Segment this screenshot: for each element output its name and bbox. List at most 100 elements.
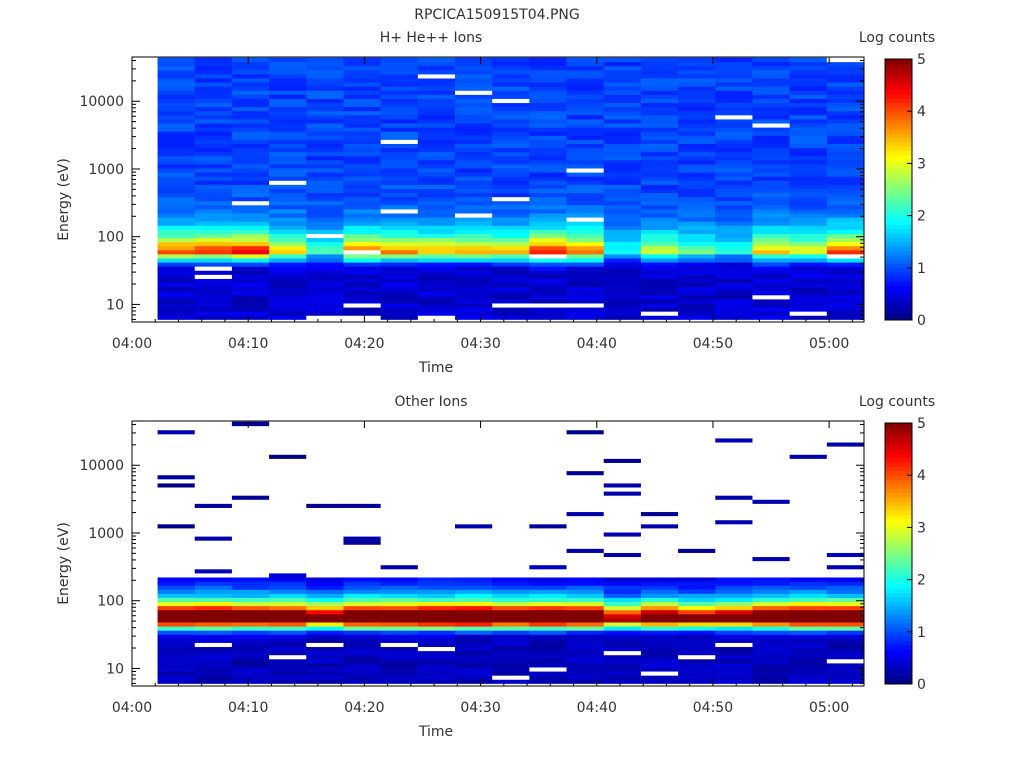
heatmap-cell <box>380 245 419 251</box>
heatmap-cell <box>269 556 307 562</box>
heatmap-cell <box>678 127 716 132</box>
heatmap-cell <box>269 667 307 672</box>
colorbar-swatch <box>885 132 912 138</box>
heatmap-cell <box>529 258 567 263</box>
heatmap-cell <box>603 658 642 664</box>
heatmap-cell <box>640 229 679 234</box>
heatmap-cell <box>752 315 791 320</box>
heatmap-cell <box>455 462 493 468</box>
x-tick-label: 04:10 <box>228 700 268 716</box>
heatmap-cell <box>715 241 753 247</box>
heatmap-cell <box>752 450 791 455</box>
colorbar-swatch <box>885 163 912 169</box>
heatmap-cell <box>157 200 196 206</box>
heatmap-cell <box>566 654 605 660</box>
heatmap-cell <box>306 618 344 623</box>
heatmap-cell <box>269 294 307 300</box>
heatmap-cell <box>529 106 567 112</box>
heatmap-cell <box>231 135 270 140</box>
heatmap-cell <box>380 589 419 594</box>
heatmap-cell <box>380 662 419 668</box>
heatmap-cell <box>306 294 344 300</box>
heatmap-cell <box>417 433 456 439</box>
heatmap-cell <box>566 262 605 267</box>
heatmap-cell <box>455 507 493 513</box>
heatmap-cell <box>752 209 791 214</box>
heatmap-cell <box>492 491 530 496</box>
heatmap-cell <box>455 94 493 99</box>
heatmap-cell <box>603 581 642 586</box>
heatmap-cell <box>380 630 419 635</box>
heatmap-cell <box>752 609 791 615</box>
heatmap-cell <box>529 638 567 643</box>
heatmap-cell <box>269 164 307 169</box>
heatmap-cell <box>306 658 344 664</box>
heatmap-cell <box>306 254 344 259</box>
heatmap-cell <box>715 646 753 652</box>
heatmap-cell <box>603 307 642 312</box>
heatmap-cell <box>603 511 642 517</box>
heatmap-cell <box>529 487 567 492</box>
heatmap-cell <box>529 147 567 153</box>
heatmap-cell <box>306 155 344 161</box>
heatmap-cell <box>603 315 642 320</box>
colorbar-swatch <box>885 562 912 568</box>
heatmap-cell <box>715 532 753 537</box>
heatmap-cell <box>455 634 493 639</box>
heatmap-cell <box>789 544 828 549</box>
heatmap-cell <box>455 200 493 206</box>
heatmap-cell <box>492 573 530 578</box>
heatmap-cell <box>826 69 864 75</box>
colorbar-swatch <box>885 523 912 528</box>
heatmap-cell <box>455 143 493 149</box>
heatmap-cell <box>231 69 270 75</box>
heatmap-cell <box>455 119 493 124</box>
heatmap-cell <box>343 61 382 67</box>
heatmap-cell <box>492 658 530 664</box>
colorbar-swatch <box>885 180 912 186</box>
heatmap-cell <box>380 196 419 202</box>
heatmap-cell <box>306 585 344 590</box>
heatmap-cell <box>715 487 753 492</box>
heatmap-cell <box>715 560 753 566</box>
heatmap-cell <box>157 454 196 459</box>
heatmap-cell <box>603 556 642 562</box>
heatmap-cell <box>752 487 791 492</box>
colorbar-swatch <box>885 423 912 428</box>
heatmap-cell <box>603 147 642 153</box>
heatmap-cell <box>269 213 307 218</box>
heatmap-cell <box>306 74 344 79</box>
heatmap-cell <box>566 270 605 275</box>
heatmap-cell <box>306 164 344 169</box>
heatmap-cell <box>269 491 307 496</box>
heatmap-cell <box>715 429 753 435</box>
heatmap-cell <box>603 478 642 484</box>
heatmap-cell <box>455 450 493 455</box>
heatmap-cell <box>752 671 791 676</box>
heatmap-cell <box>752 110 791 116</box>
heatmap-cell <box>194 61 233 67</box>
heatmap-cell <box>455 642 493 648</box>
heatmap-cell <box>231 466 270 472</box>
heatmap-cell <box>826 421 864 427</box>
heatmap-cell <box>194 159 233 165</box>
heatmap-cell <box>492 544 530 549</box>
heatmap-cell <box>417 462 456 468</box>
heatmap-cell <box>343 511 382 517</box>
heatmap-cell <box>306 57 344 63</box>
heatmap-cell <box>789 315 828 320</box>
heatmap-cell <box>194 143 233 149</box>
heatmap-cell <box>789 646 828 652</box>
heatmap-cell <box>157 204 196 210</box>
heatmap-cell <box>752 454 791 459</box>
heatmap-cell <box>455 188 493 194</box>
heatmap-cell <box>417 679 456 684</box>
heatmap-cell <box>380 609 419 615</box>
heatmap-cell <box>678 667 716 672</box>
heatmap-cell <box>752 221 791 226</box>
colorbar-swatch <box>885 675 912 681</box>
heatmap-cell <box>306 110 344 116</box>
heatmap-cell <box>678 515 716 521</box>
heatmap-cell <box>789 458 828 463</box>
heatmap-cell <box>194 315 233 320</box>
